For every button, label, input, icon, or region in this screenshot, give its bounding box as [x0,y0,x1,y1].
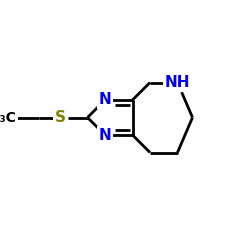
Text: S: S [54,110,66,125]
Text: N: N [98,92,112,108]
Text: NH: NH [165,75,190,90]
Text: H₃C: H₃C [0,110,16,124]
Text: N: N [98,128,112,142]
